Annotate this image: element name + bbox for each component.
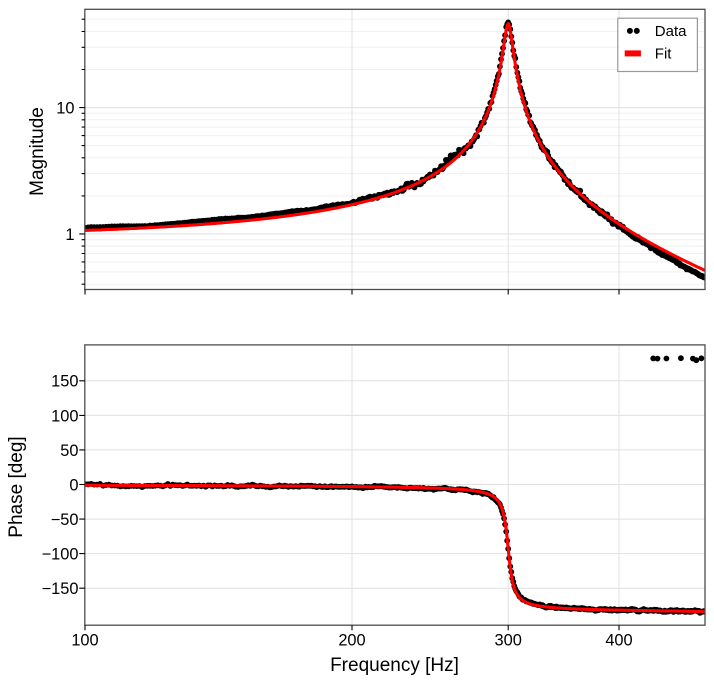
svg-text:200: 200 xyxy=(338,632,365,650)
svg-text:150: 150 xyxy=(51,373,78,391)
svg-text:400: 400 xyxy=(605,632,632,650)
svg-text:−150: −150 xyxy=(42,580,79,598)
svg-text:Phase [deg]: Phase [deg] xyxy=(6,436,27,537)
svg-text:Frequency [Hz]: Frequency [Hz] xyxy=(330,655,459,676)
svg-text:50: 50 xyxy=(60,442,78,460)
svg-text:Magnitude: Magnitude xyxy=(27,107,48,196)
svg-text:10: 10 xyxy=(56,100,74,118)
svg-text:0: 0 xyxy=(69,476,78,494)
svg-text:Data: Data xyxy=(655,23,687,40)
svg-text:Fit: Fit xyxy=(655,45,672,62)
svg-text:300: 300 xyxy=(495,632,522,650)
svg-text:−50: −50 xyxy=(51,511,79,529)
svg-text:100: 100 xyxy=(51,407,78,425)
svg-text:100: 100 xyxy=(71,632,98,650)
svg-text:−100: −100 xyxy=(42,546,79,564)
svg-text:1: 1 xyxy=(65,226,74,244)
